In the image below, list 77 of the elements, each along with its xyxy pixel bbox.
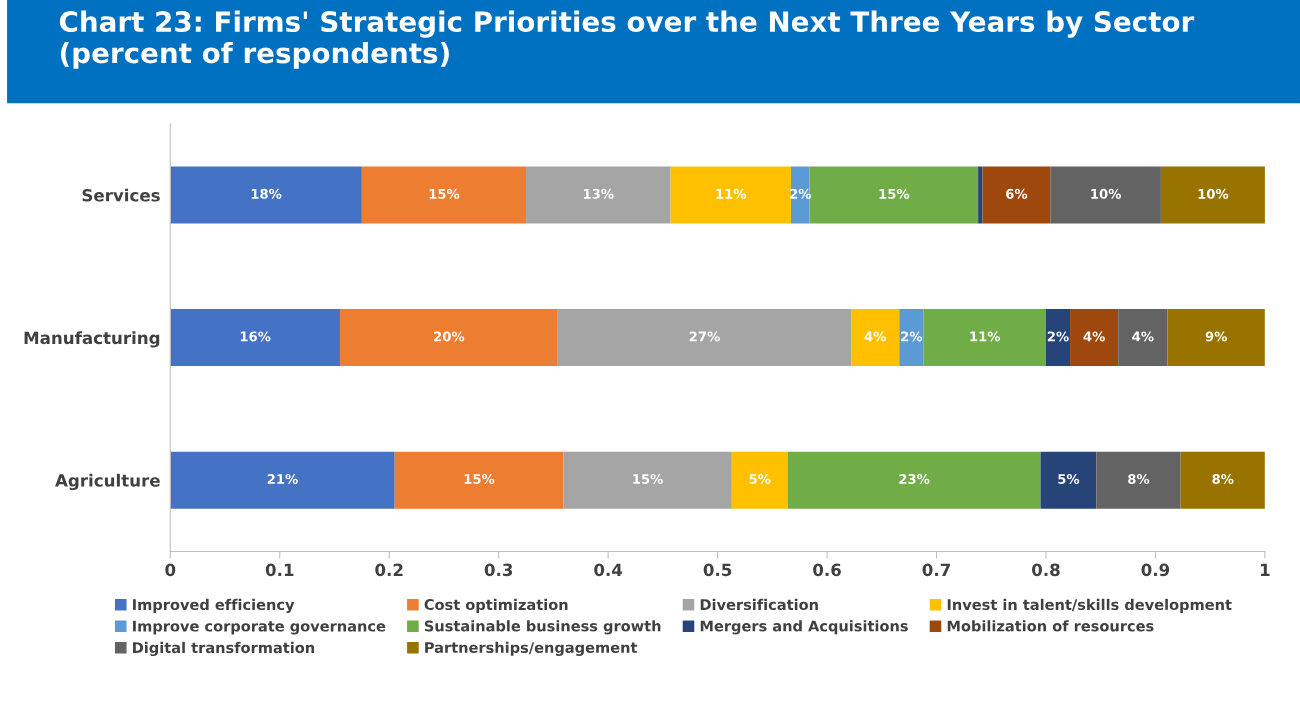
data-label: 2% — [1047, 331, 1069, 342]
x-tick-label: 1 — [1260, 563, 1270, 576]
bar — [394, 451, 564, 509]
bar — [361, 166, 527, 224]
bar — [851, 309, 900, 367]
bar — [670, 166, 791, 224]
data-label: 6% — [1006, 188, 1028, 199]
x-tick-label: 0 — [165, 563, 176, 577]
bar — [1096, 451, 1181, 509]
bar — [978, 166, 983, 224]
x-tick-label: 0.6 — [813, 563, 841, 577]
data-label: 11% — [716, 188, 747, 199]
bar — [809, 166, 979, 224]
data-label: 23% — [899, 474, 930, 484]
bar — [1045, 309, 1071, 367]
legend-label: Mobilization of resources — [947, 620, 1154, 632]
bar — [982, 166, 1051, 224]
data-label: 4% — [1083, 331, 1105, 342]
y-tick-label: Manufacturing — [24, 331, 160, 348]
data-label: 15% — [464, 474, 495, 484]
data-label: 15% — [633, 474, 663, 484]
data-label: 20% — [434, 331, 465, 342]
data-label: 9% — [1205, 331, 1227, 342]
data-label: 8% — [1128, 474, 1150, 484]
x-tick-label: 0.3 — [484, 563, 513, 577]
chart-title: Chart 23: Firms' Strategic Priorities over the Next Three Years by Sector (percent of respondents) — [59, 10, 1195, 69]
legend-label: Cost optimization — [424, 598, 568, 613]
legend-label: Improve corporate governance — [133, 620, 386, 635]
x-tick-label: 0.7 — [922, 563, 950, 577]
legend-label: Partnerships/engagement — [425, 641, 638, 656]
bar — [1070, 309, 1119, 367]
bar — [563, 451, 732, 509]
bar — [1167, 309, 1265, 367]
data-label: 8% — [1212, 474, 1234, 484]
bar — [526, 166, 671, 224]
data-label: 2% — [901, 331, 923, 342]
x-tick-label: 0.1 — [265, 563, 294, 577]
legend-label: Improved efficiency — [133, 598, 295, 614]
y-tick-label: Agriculture — [55, 473, 160, 491]
x-tick-label: 0.8 — [1032, 563, 1060, 577]
bar — [923, 309, 1046, 367]
data-label: 5% — [749, 474, 771, 484]
x-tick-label: 0.5 — [703, 563, 732, 577]
data-label: 10% — [1198, 188, 1229, 199]
data-label: 18% — [251, 188, 282, 199]
data-label: 4% — [1132, 331, 1154, 342]
bar — [731, 451, 788, 509]
x-tick-label: 0.2 — [375, 563, 403, 577]
data-label: 21% — [267, 474, 298, 484]
legend-label: Mergers and Acquisitions — [700, 620, 908, 635]
legend-label: Invest in talent/skills development — [947, 598, 1232, 613]
x-tick-label: 0.9 — [1141, 563, 1170, 577]
data-label: 11% — [970, 331, 1001, 342]
data-label: 4% — [864, 331, 886, 342]
bar — [1180, 451, 1265, 509]
data-label: 15% — [879, 188, 910, 199]
x-tick-label: 0.4 — [594, 563, 623, 577]
data-label: 13% — [583, 188, 614, 199]
bar — [899, 309, 924, 367]
legend-label: Sustainable business growth — [424, 620, 661, 635]
bar — [339, 309, 558, 367]
y-tick-label: Services — [82, 188, 160, 202]
data-label: 10% — [1091, 188, 1122, 199]
data-label: 5% — [1058, 474, 1080, 484]
bar — [557, 309, 852, 367]
bar — [170, 166, 362, 224]
data-label: 16% — [240, 331, 271, 342]
data-label: 27% — [689, 331, 720, 342]
bar — [1050, 166, 1161, 224]
bar — [787, 451, 1041, 509]
data-label: 15% — [429, 188, 460, 199]
bar — [170, 309, 340, 367]
bar — [1040, 451, 1097, 509]
legend-label: Diversification — [700, 598, 818, 611]
bar — [170, 451, 395, 509]
bar — [1118, 309, 1168, 367]
legend-label: Digital transformation — [133, 641, 315, 657]
